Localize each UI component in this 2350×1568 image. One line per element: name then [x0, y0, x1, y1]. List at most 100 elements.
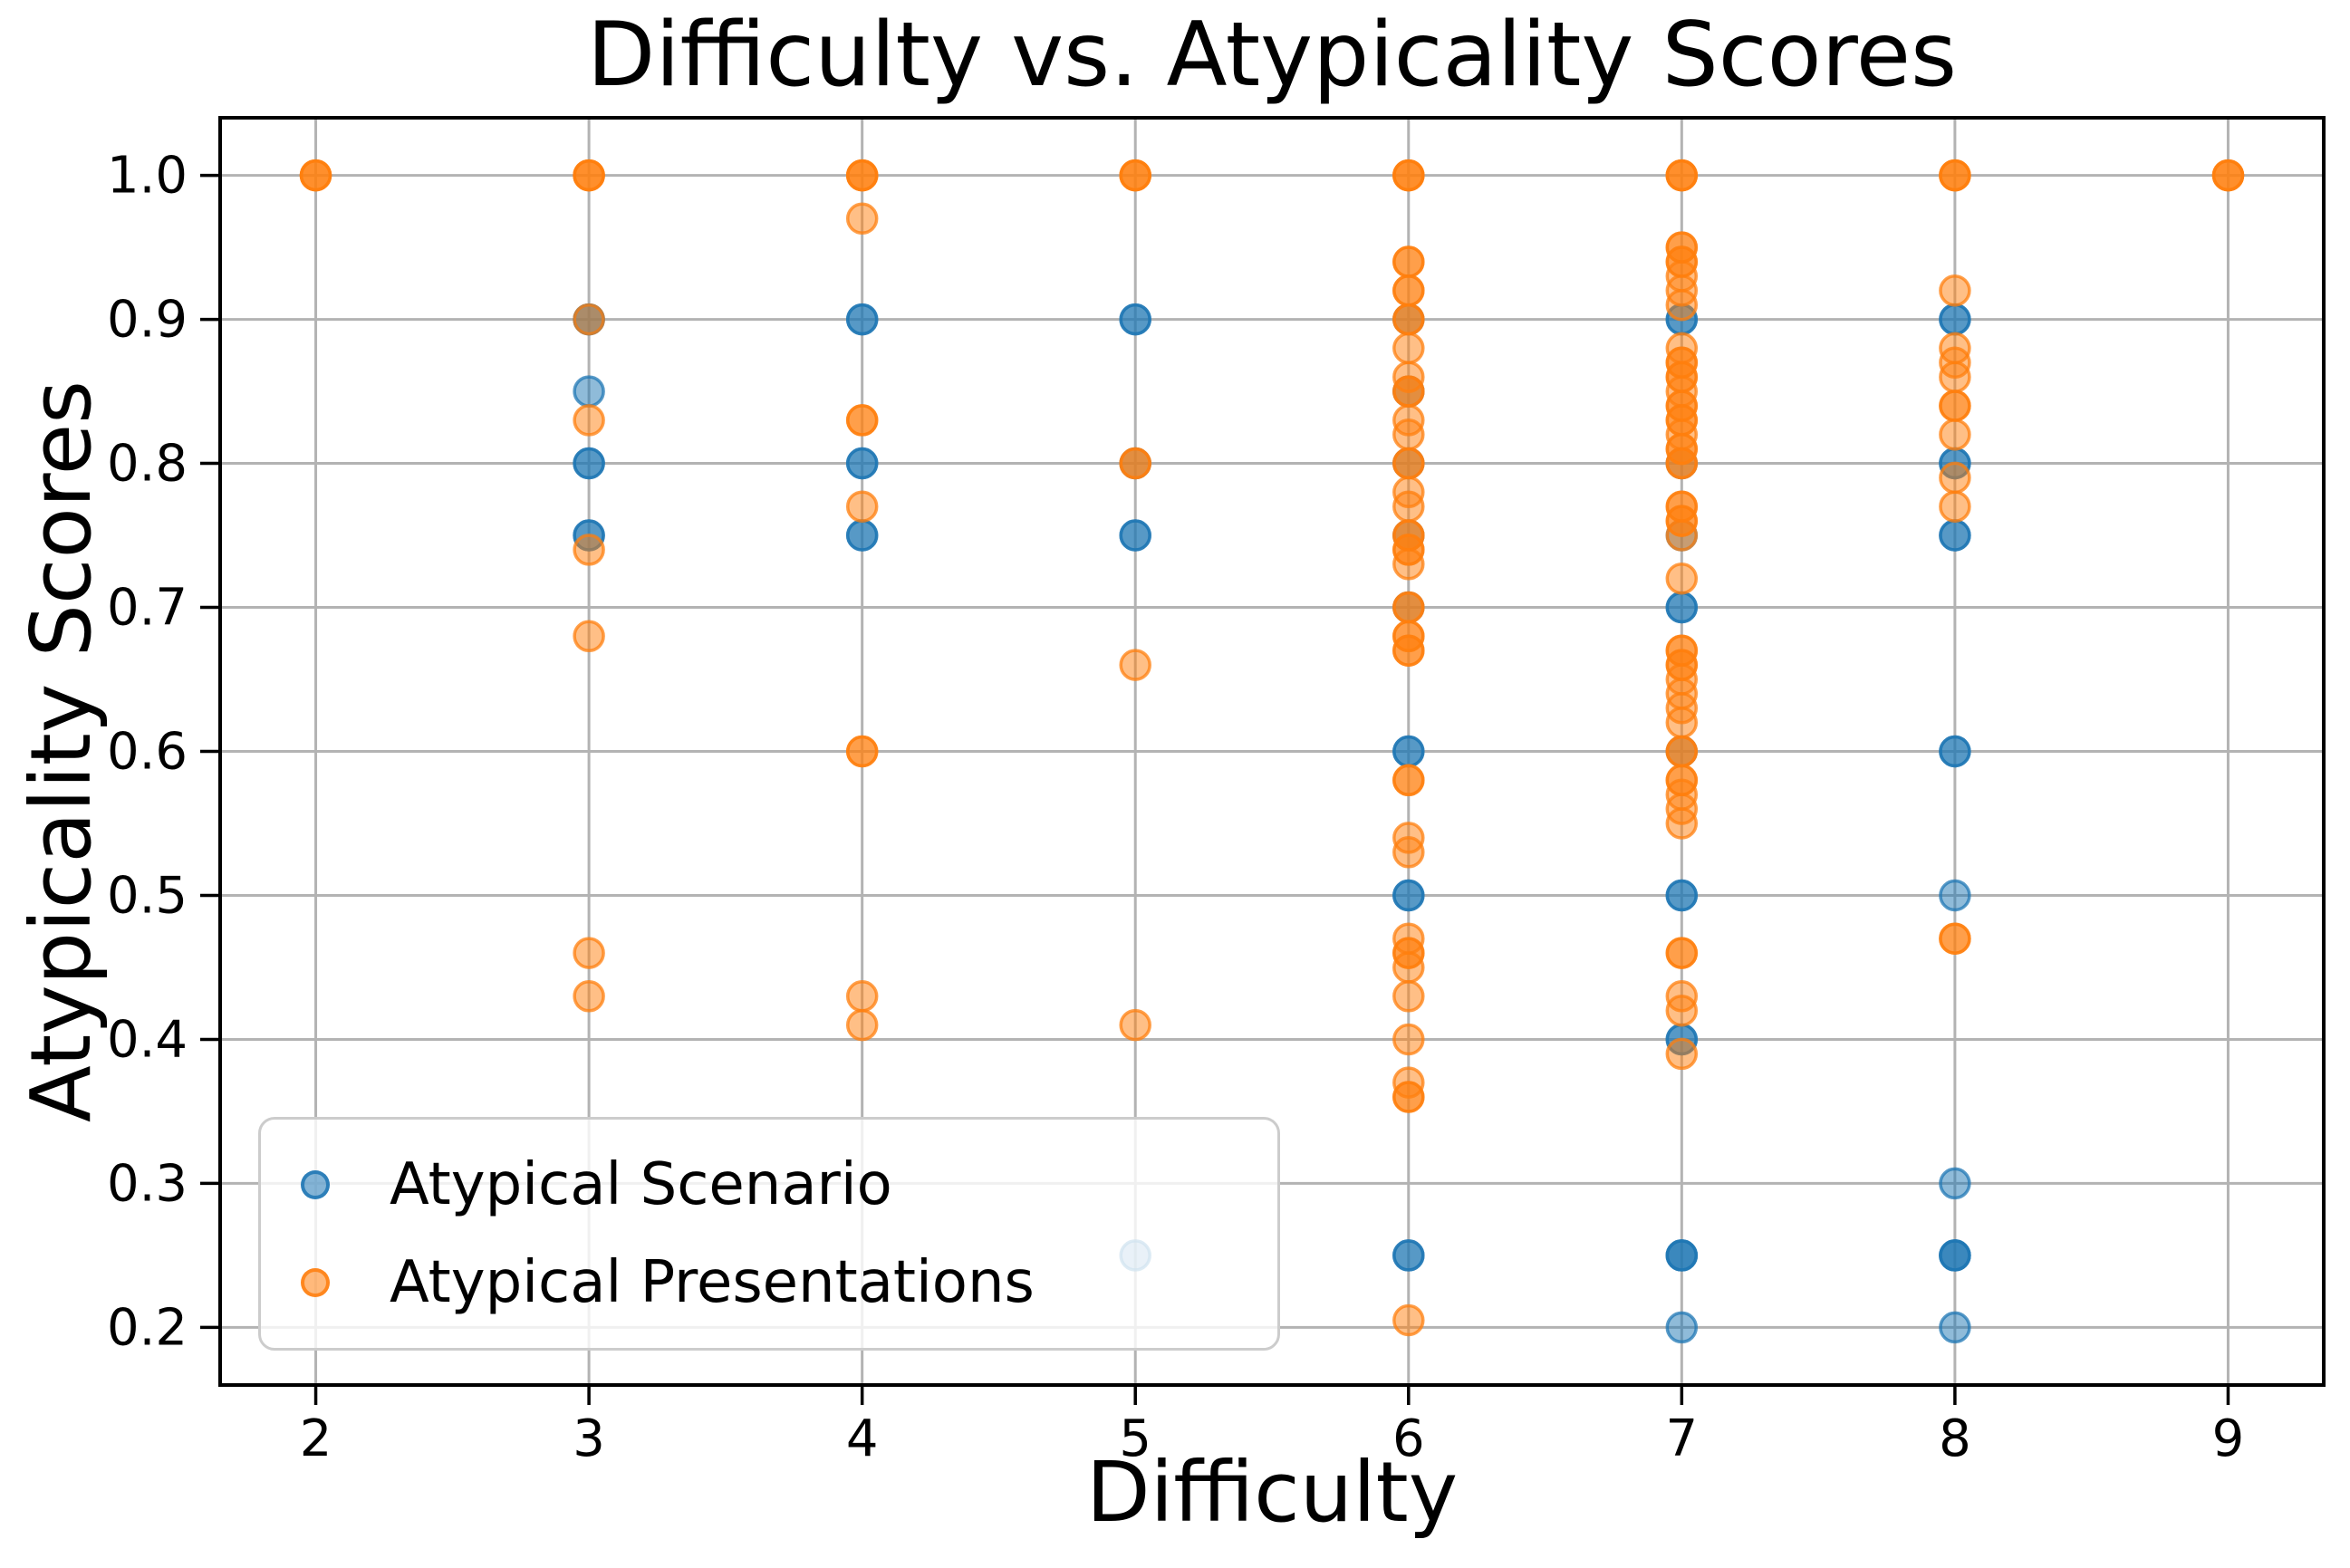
data-point: [1392, 332, 1425, 365]
data-point: [1939, 361, 1971, 393]
data-point: [1939, 274, 1971, 307]
x-tick-label: 5: [1119, 1409, 1151, 1468]
data-point: [1392, 735, 1425, 768]
data-point: [1665, 1239, 1699, 1272]
data-point: [1392, 159, 1425, 192]
data-point: [573, 620, 605, 653]
data-point: [1392, 245, 1425, 278]
data-point: [1665, 706, 1699, 739]
y-tick-label: 0.8: [107, 435, 188, 494]
y-tick-label: 1.0: [107, 147, 188, 206]
data-point: [1119, 303, 1151, 336]
data-point: [1392, 764, 1425, 797]
data-point: [845, 159, 879, 192]
data-point: [845, 490, 879, 523]
data-point: [1392, 836, 1425, 869]
data-point: [845, 447, 879, 480]
data-point: [845, 202, 879, 236]
y-tick-label: 0.5: [107, 866, 188, 925]
x-tick-label: 2: [300, 1409, 332, 1468]
data-point: [1939, 461, 1971, 495]
data-point: [845, 735, 879, 768]
y-tick-label: 0.9: [107, 291, 188, 350]
data-point: [1392, 951, 1425, 984]
legend-label: Atypical Scenario: [390, 1151, 892, 1218]
data-point: [1392, 303, 1425, 336]
data-point: [2211, 159, 2245, 192]
data-point: [1119, 1008, 1151, 1042]
data-point: [1119, 649, 1151, 681]
x-tick-label: 3: [573, 1409, 605, 1468]
data-point: [1392, 1239, 1425, 1272]
data-point: [1665, 937, 1699, 969]
data-point: [1939, 490, 1971, 523]
data-point: [1665, 879, 1699, 912]
data-point: [573, 980, 605, 1013]
data-point: [1665, 1311, 1699, 1344]
data-point: [1939, 922, 1971, 955]
data-point: [845, 404, 879, 437]
data-point: [1392, 1303, 1425, 1337]
chart-title: Difficulty vs. Atypicality Scores: [586, 4, 1958, 107]
data-point: [1392, 490, 1425, 523]
data-point: [1665, 447, 1699, 480]
data-point: [1392, 418, 1425, 451]
data-point: [1665, 519, 1699, 552]
x-tick-label: 7: [1666, 1409, 1699, 1468]
data-point: [1392, 1023, 1425, 1056]
data-point: [1665, 562, 1699, 595]
data-point: [1392, 548, 1425, 581]
legend-item-atypical-presentations: Atypical Presentations: [301, 1246, 1277, 1319]
data-point: [1392, 1081, 1425, 1113]
data-point: [1392, 447, 1425, 480]
data-point: [1939, 735, 1971, 768]
data-point: [573, 447, 605, 480]
x-tick-label: 8: [1939, 1409, 1971, 1468]
data-point: [1665, 1037, 1699, 1071]
data-point: [845, 1008, 879, 1042]
data-point: [1939, 303, 1971, 336]
data-point: [1939, 159, 1971, 192]
data-point: [1392, 274, 1425, 307]
x-tick-label: 9: [2212, 1409, 2245, 1468]
data-point: [573, 303, 605, 336]
data-point: [1392, 980, 1425, 1013]
data-point: [1665, 288, 1699, 322]
scenario-circle-icon: [301, 1170, 330, 1199]
legend-label: Atypical Presentations: [390, 1249, 1035, 1316]
data-point: [1939, 1239, 1971, 1272]
data-point: [1392, 591, 1425, 624]
x-axis-label: Difficulty: [1085, 1444, 1459, 1541]
data-point: [1665, 994, 1699, 1027]
data-point: [1939, 390, 1971, 422]
data-point: [573, 937, 605, 969]
data-point: [1665, 807, 1699, 840]
legend: Atypical Scenario Atypical Presentations: [258, 1117, 1280, 1351]
x-tick-label: 6: [1392, 1409, 1425, 1468]
data-point: [1665, 159, 1699, 192]
data-point: [845, 519, 879, 552]
y-tick-label: 0.6: [107, 723, 188, 782]
legend-item-atypical-scenario: Atypical Scenario: [301, 1149, 1277, 1221]
data-point: [1939, 418, 1971, 451]
x-tick-label: 4: [846, 1409, 879, 1468]
y-tick-label: 0.2: [107, 1298, 188, 1357]
y-tick-label: 0.3: [107, 1154, 188, 1213]
data-point: [573, 534, 605, 566]
data-point: [1939, 1167, 1971, 1200]
data-point: [1119, 447, 1151, 480]
data-point: [299, 159, 332, 192]
data-point: [1939, 879, 1971, 912]
data-point: [1939, 1311, 1971, 1344]
presentations-circle-icon: [301, 1268, 330, 1297]
data-point: [1665, 591, 1699, 624]
axes-spines: [218, 116, 2326, 1387]
data-point: [1392, 879, 1425, 912]
data-point: [845, 303, 879, 336]
data-point: [1939, 519, 1971, 552]
y-axis-label: Atypicality Scores: [13, 380, 110, 1123]
data-point: [1119, 519, 1151, 552]
data-point: [1392, 634, 1425, 667]
